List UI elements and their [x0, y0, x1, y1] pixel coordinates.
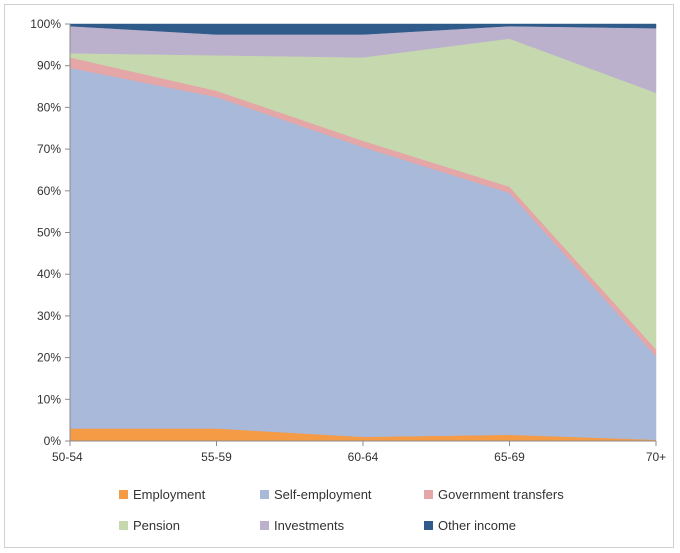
legend-swatch-government-transfers: [424, 490, 433, 499]
y-tick-label: 70%: [37, 142, 61, 156]
y-tick-label: 20%: [37, 351, 61, 365]
legend-swatch-other-income: [424, 521, 433, 530]
legend-label-investments: Investments: [274, 518, 345, 533]
y-tick-label: 30%: [37, 309, 61, 323]
legend: Employment Self-employment Government tran…: [119, 487, 564, 533]
legend-label-other-income: Other income: [438, 518, 516, 533]
y-tick-label: 90%: [37, 59, 61, 73]
legend-swatch-self-employment: [260, 490, 269, 499]
y-tick-label: 50%: [37, 226, 61, 240]
y-tick-label: 80%: [37, 100, 61, 114]
legend-label-self-employment: Self-employment: [274, 487, 372, 502]
y-tick-label: 0%: [44, 434, 62, 448]
legend-label-government-transfers: Government transfers: [438, 487, 564, 502]
x-tick-label: 50-54: [52, 450, 83, 464]
x-tick-label: 55-59: [201, 450, 232, 464]
y-tick-label: 40%: [37, 267, 61, 281]
legend-swatch-employment: [119, 490, 128, 499]
legend-swatch-investments: [260, 521, 269, 530]
legend-swatch-pension: [119, 521, 128, 530]
x-tick-label: 60-64: [348, 450, 379, 464]
legend-label-employment: Employment: [133, 487, 206, 502]
area-other-income: [69, 23, 657, 35]
x-axis-ticks: 50-54 55-59 60-64 65-69 70+: [52, 441, 666, 464]
series-areas: [69, 23, 657, 442]
y-tick-label: 10%: [37, 392, 61, 406]
y-axis-ticks: 0% 10% 20% 30% 40% 50% 60% 70% 80% 90% 100%: [30, 17, 70, 448]
legend-label-pension: Pension: [133, 518, 180, 533]
x-tick-label: 65-69: [494, 450, 525, 464]
x-tick-label: 70+: [646, 450, 666, 464]
y-tick-label: 100%: [30, 17, 61, 31]
y-tick-label: 60%: [37, 184, 61, 198]
